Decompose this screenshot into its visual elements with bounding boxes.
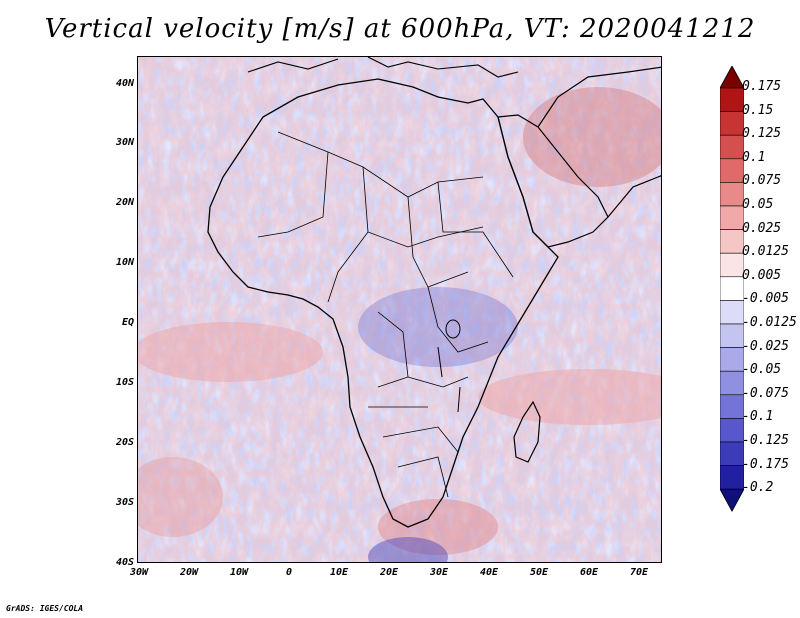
colorbar-bottom-triangle [720,488,744,513]
colorbar-segment [720,182,744,207]
lat-tick-label: 20N [115,197,134,208]
colorbar-segment [720,158,744,183]
grads-credit: GrADS: IGES/COLA [6,604,84,613]
colorbar-label: -0.125 [742,433,789,448]
lon-tick-label: 0 [285,567,293,578]
madagascar-outline [513,400,541,463]
red-zone-atlantic [138,322,323,382]
lon-tick-label: 20E [379,567,399,578]
lat-tick-label: 30N [115,137,134,148]
country-borders [257,131,514,498]
colorbar [720,66,744,513]
colorbar-label: -0.075 [742,385,789,401]
map-plot-area [137,56,662,563]
lon-tick-label: 30W [129,567,149,578]
lake-victoria [445,319,461,339]
map-title: Vertical velocity [m/s] at 600hPa, VT: 2… [44,14,756,44]
blue-zone-cape [368,537,448,562]
colorbar-label: 0.025 [742,220,782,236]
colorbar-label: 0.075 [742,173,782,189]
arabia-coastline [497,114,609,248]
red-zone-middle-east [523,87,661,187]
lon-tick-label: 30E [429,567,449,578]
colorbar-label: 0.005 [742,267,782,283]
colorbar-segment [720,441,744,466]
colorbar-segment [720,252,744,278]
colorbar-label: -0.05 [742,362,782,378]
colorbar-label: 0.1 [742,149,766,165]
colorbar-segment [720,276,744,301]
colorbar-segment [720,394,744,419]
europe-coastline [247,57,519,78]
colorbar-segment [720,300,744,325]
colorbar-label: -0.1 [742,409,774,425]
colorbar-label: -0.005 [742,291,789,307]
lon-tick-label: 70E [629,567,649,578]
lake-tanganyika [437,346,443,378]
red-zone-south-atlantic [138,457,223,537]
colorbar-segment [720,111,744,136]
colorbar-label: -0.025 [742,338,789,354]
colorbar-label: 0.125 [742,126,782,142]
lat-tick-label: 20S [115,437,134,448]
lon-tick-label: 50E [529,567,549,578]
lake-malawi [457,386,461,413]
colorbar-label: 0.175 [742,79,782,94]
lon-tick-label: 60E [579,567,599,578]
colorbar-segment [720,205,744,230]
colorbar-label: 0.15 [742,102,774,118]
lat-tick-label: 10S [115,377,134,388]
colorbar-top-triangle [720,66,744,89]
colorbar-label: 0.0125 [742,244,789,260]
lat-tick-label: 40S [115,557,134,568]
asia-coastline [537,66,661,218]
lat-tick-label: 40N [115,78,134,89]
colorbar-label: -0.175 [742,456,789,472]
colorbar-segment [720,347,744,372]
vertical-velocity-field [138,57,661,562]
colorbar-segment [720,87,744,112]
colorbar-segment [720,418,744,443]
lon-tick-label: 20W [179,567,199,578]
colorbar-segment [720,465,744,490]
africa-coastline [207,78,559,528]
colorbar-label: 0.05 [742,197,774,212]
lat-tick-label: 10N [115,257,134,268]
colorbar-label: -0.0125 [742,315,797,330]
colorbar-segment [720,370,744,396]
red-zone-southern-africa [378,499,498,555]
colorbar-label: -0.2 [742,480,774,496]
colorbar-segment [720,323,744,348]
lon-tick-label: 10E [329,567,349,578]
lon-tick-label: 10W [229,567,249,578]
red-zone-indian-ocean [478,369,661,425]
colorbar-segment [720,229,744,254]
lat-tick-label: 30S [115,497,134,508]
lat-tick-label: EQ [121,317,134,328]
lon-tick-label: 40E [479,567,499,578]
colorbar-segment [720,134,744,160]
